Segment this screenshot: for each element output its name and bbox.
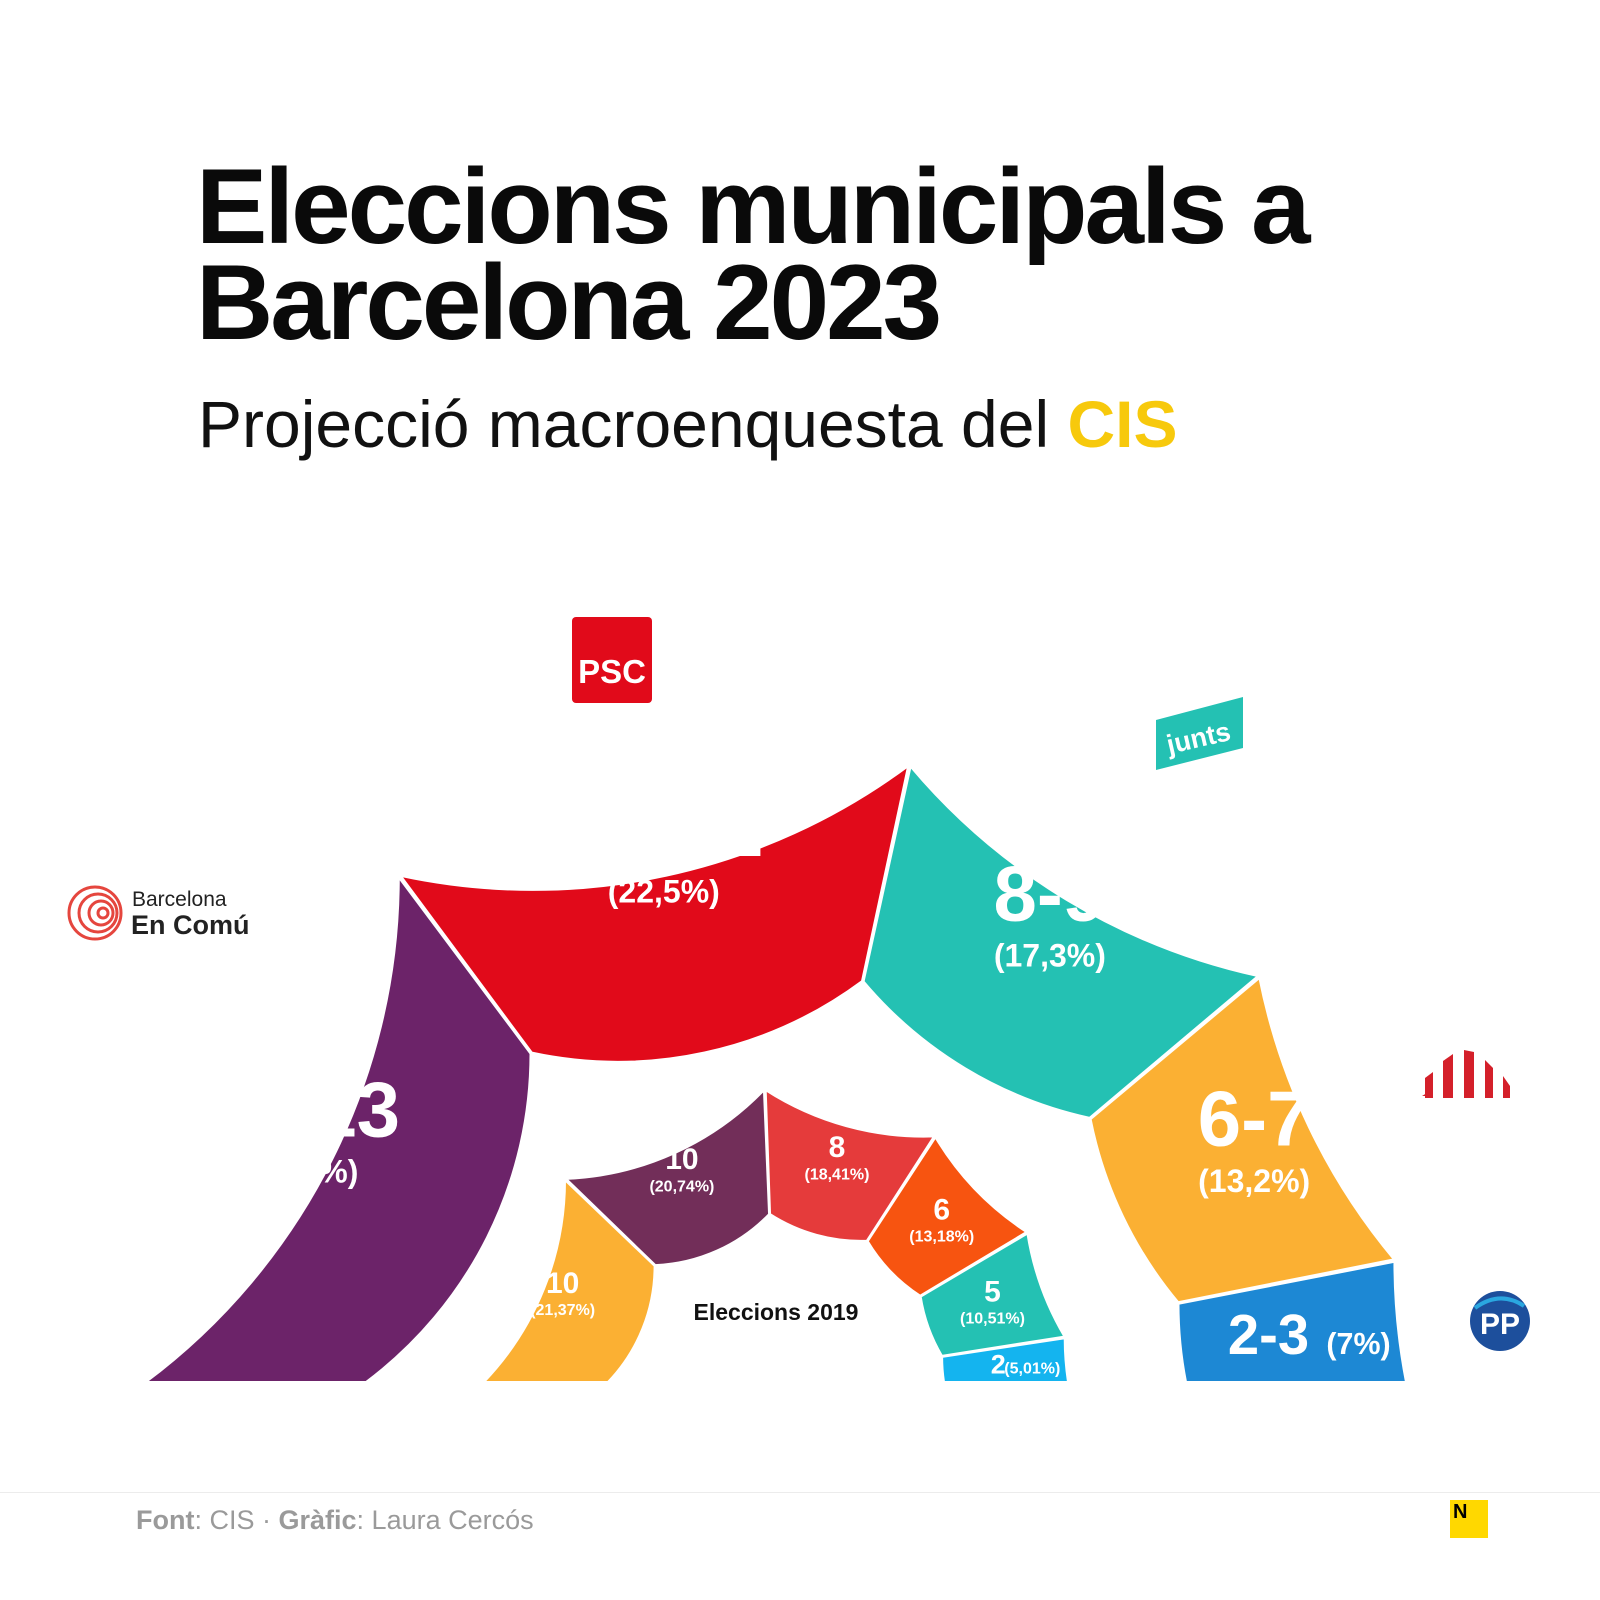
junts-logo: junts xyxy=(1156,697,1243,770)
footer-font-label: Font xyxy=(136,1505,195,1535)
inner-segment-psc xyxy=(764,1088,936,1242)
outer-seats-label-pp: 2-3 xyxy=(1228,1303,1309,1366)
chart-labels: 11-13(24,8%)10-12(22,5%) 8-9(17,3%)6-7(13… xyxy=(205,785,1391,1379)
inner-pct-label-barcelona-en-com-: (20,74%) xyxy=(649,1178,714,1195)
inner-pct-label-junts: (10,51%) xyxy=(960,1310,1025,1327)
title-line-1: Eleccions municipals a xyxy=(196,146,1310,266)
title-line-2: Barcelona 2023 xyxy=(196,242,942,362)
outer-segment-erc xyxy=(1089,976,1396,1304)
outer-segment-barcelona-en-com- xyxy=(142,874,532,1383)
outer-ring xyxy=(142,763,1408,1383)
outer-pct-label-psc: (22,5%) xyxy=(608,873,720,909)
inner-pct-label-psc: (18,41%) xyxy=(804,1166,869,1183)
inner-seats-label-psc: 8 xyxy=(829,1131,846,1164)
inner-pct-label-cs: (13,18%) xyxy=(909,1229,974,1246)
bcomu-swirl-icon xyxy=(67,885,123,941)
bcomu-logo-line2: En Comú xyxy=(131,910,250,940)
outer-pct-label-pp: (7%) xyxy=(1326,1327,1390,1361)
outer-pct-label-junts: (17,3%) xyxy=(994,938,1106,974)
outer-pct-label-erc: (13,2%) xyxy=(1198,1163,1310,1199)
inner-segment-barcelona-en-com- xyxy=(563,1087,771,1267)
psc-logo: PSC xyxy=(572,617,652,703)
inner-segment-pp xyxy=(941,1337,1070,1383)
erc-logo-icon xyxy=(1422,1050,1510,1098)
outer-seats-label-erc: 6-7 xyxy=(1198,1075,1311,1163)
inner-seats-label-junts: 5 xyxy=(984,1275,1001,1308)
inner-seats-label-pp: 2 xyxy=(991,1349,1006,1379)
inner-segment-junts xyxy=(919,1231,1067,1357)
outer-pct-label-barcelona-en-com-: (24,8%) xyxy=(246,1154,358,1190)
outer-seats-label-junts: 8-9 xyxy=(993,849,1106,937)
publisher-logo: N xyxy=(1450,1500,1488,1538)
bcomu-logo-line1: Barcelona xyxy=(132,888,227,911)
inner-pct-label-erc: (21,37%) xyxy=(530,1302,595,1319)
inner-ring xyxy=(481,1087,1070,1383)
pp-logo-arc xyxy=(1473,1296,1526,1310)
subtitle-highlight: CIS xyxy=(1067,387,1178,461)
inner-segment-cs xyxy=(866,1135,1029,1297)
footer-credits: Font: CIS · Gràfic: Laura Cercós xyxy=(136,1502,534,1538)
outer-seats-label-psc: 10-12 xyxy=(564,785,764,873)
inner-seats-label-erc: 10 xyxy=(546,1267,579,1300)
junts-logo-box xyxy=(1156,697,1243,770)
inner-center-label: Eleccions 2019 xyxy=(694,1299,859,1325)
footer-font-value: : CIS · xyxy=(194,1505,279,1535)
outer-seats-label-barcelona-en-com-: 11-13 xyxy=(205,1065,400,1153)
footer-grafic-label: Gràfic xyxy=(278,1505,357,1535)
page-title: Eleccions municipals a Barcelona 2023 xyxy=(196,153,1496,356)
inner-pct-label-pp: (5,01%) xyxy=(1004,1360,1060,1377)
subtitle-prefix: Projecció macroenquesta del xyxy=(198,387,1050,461)
psc-logo-box xyxy=(572,617,652,703)
outer-segment-psc xyxy=(398,763,910,1063)
pp-logo-text: PP xyxy=(1480,1308,1520,1341)
footer-divider xyxy=(0,1492,1600,1493)
outer-segment-pp xyxy=(1177,1260,1408,1383)
psc-logo-text: PSC xyxy=(578,653,646,690)
pp-logo-circle xyxy=(1470,1291,1530,1351)
footer-grafic-value: : Laura Cercós xyxy=(356,1505,534,1535)
page-subtitle: Projecció macroenquesta del CIS xyxy=(198,384,1178,464)
inner-seats-label-cs: 6 xyxy=(933,1194,950,1227)
inner-seats-label-barcelona-en-com-: 10 xyxy=(665,1143,698,1176)
inner-segment-erc xyxy=(481,1177,656,1383)
pp-logo: PP xyxy=(1470,1291,1530,1351)
bcomu-logo: Barcelona En Comú xyxy=(67,885,250,941)
outer-segment-junts xyxy=(862,764,1260,1119)
